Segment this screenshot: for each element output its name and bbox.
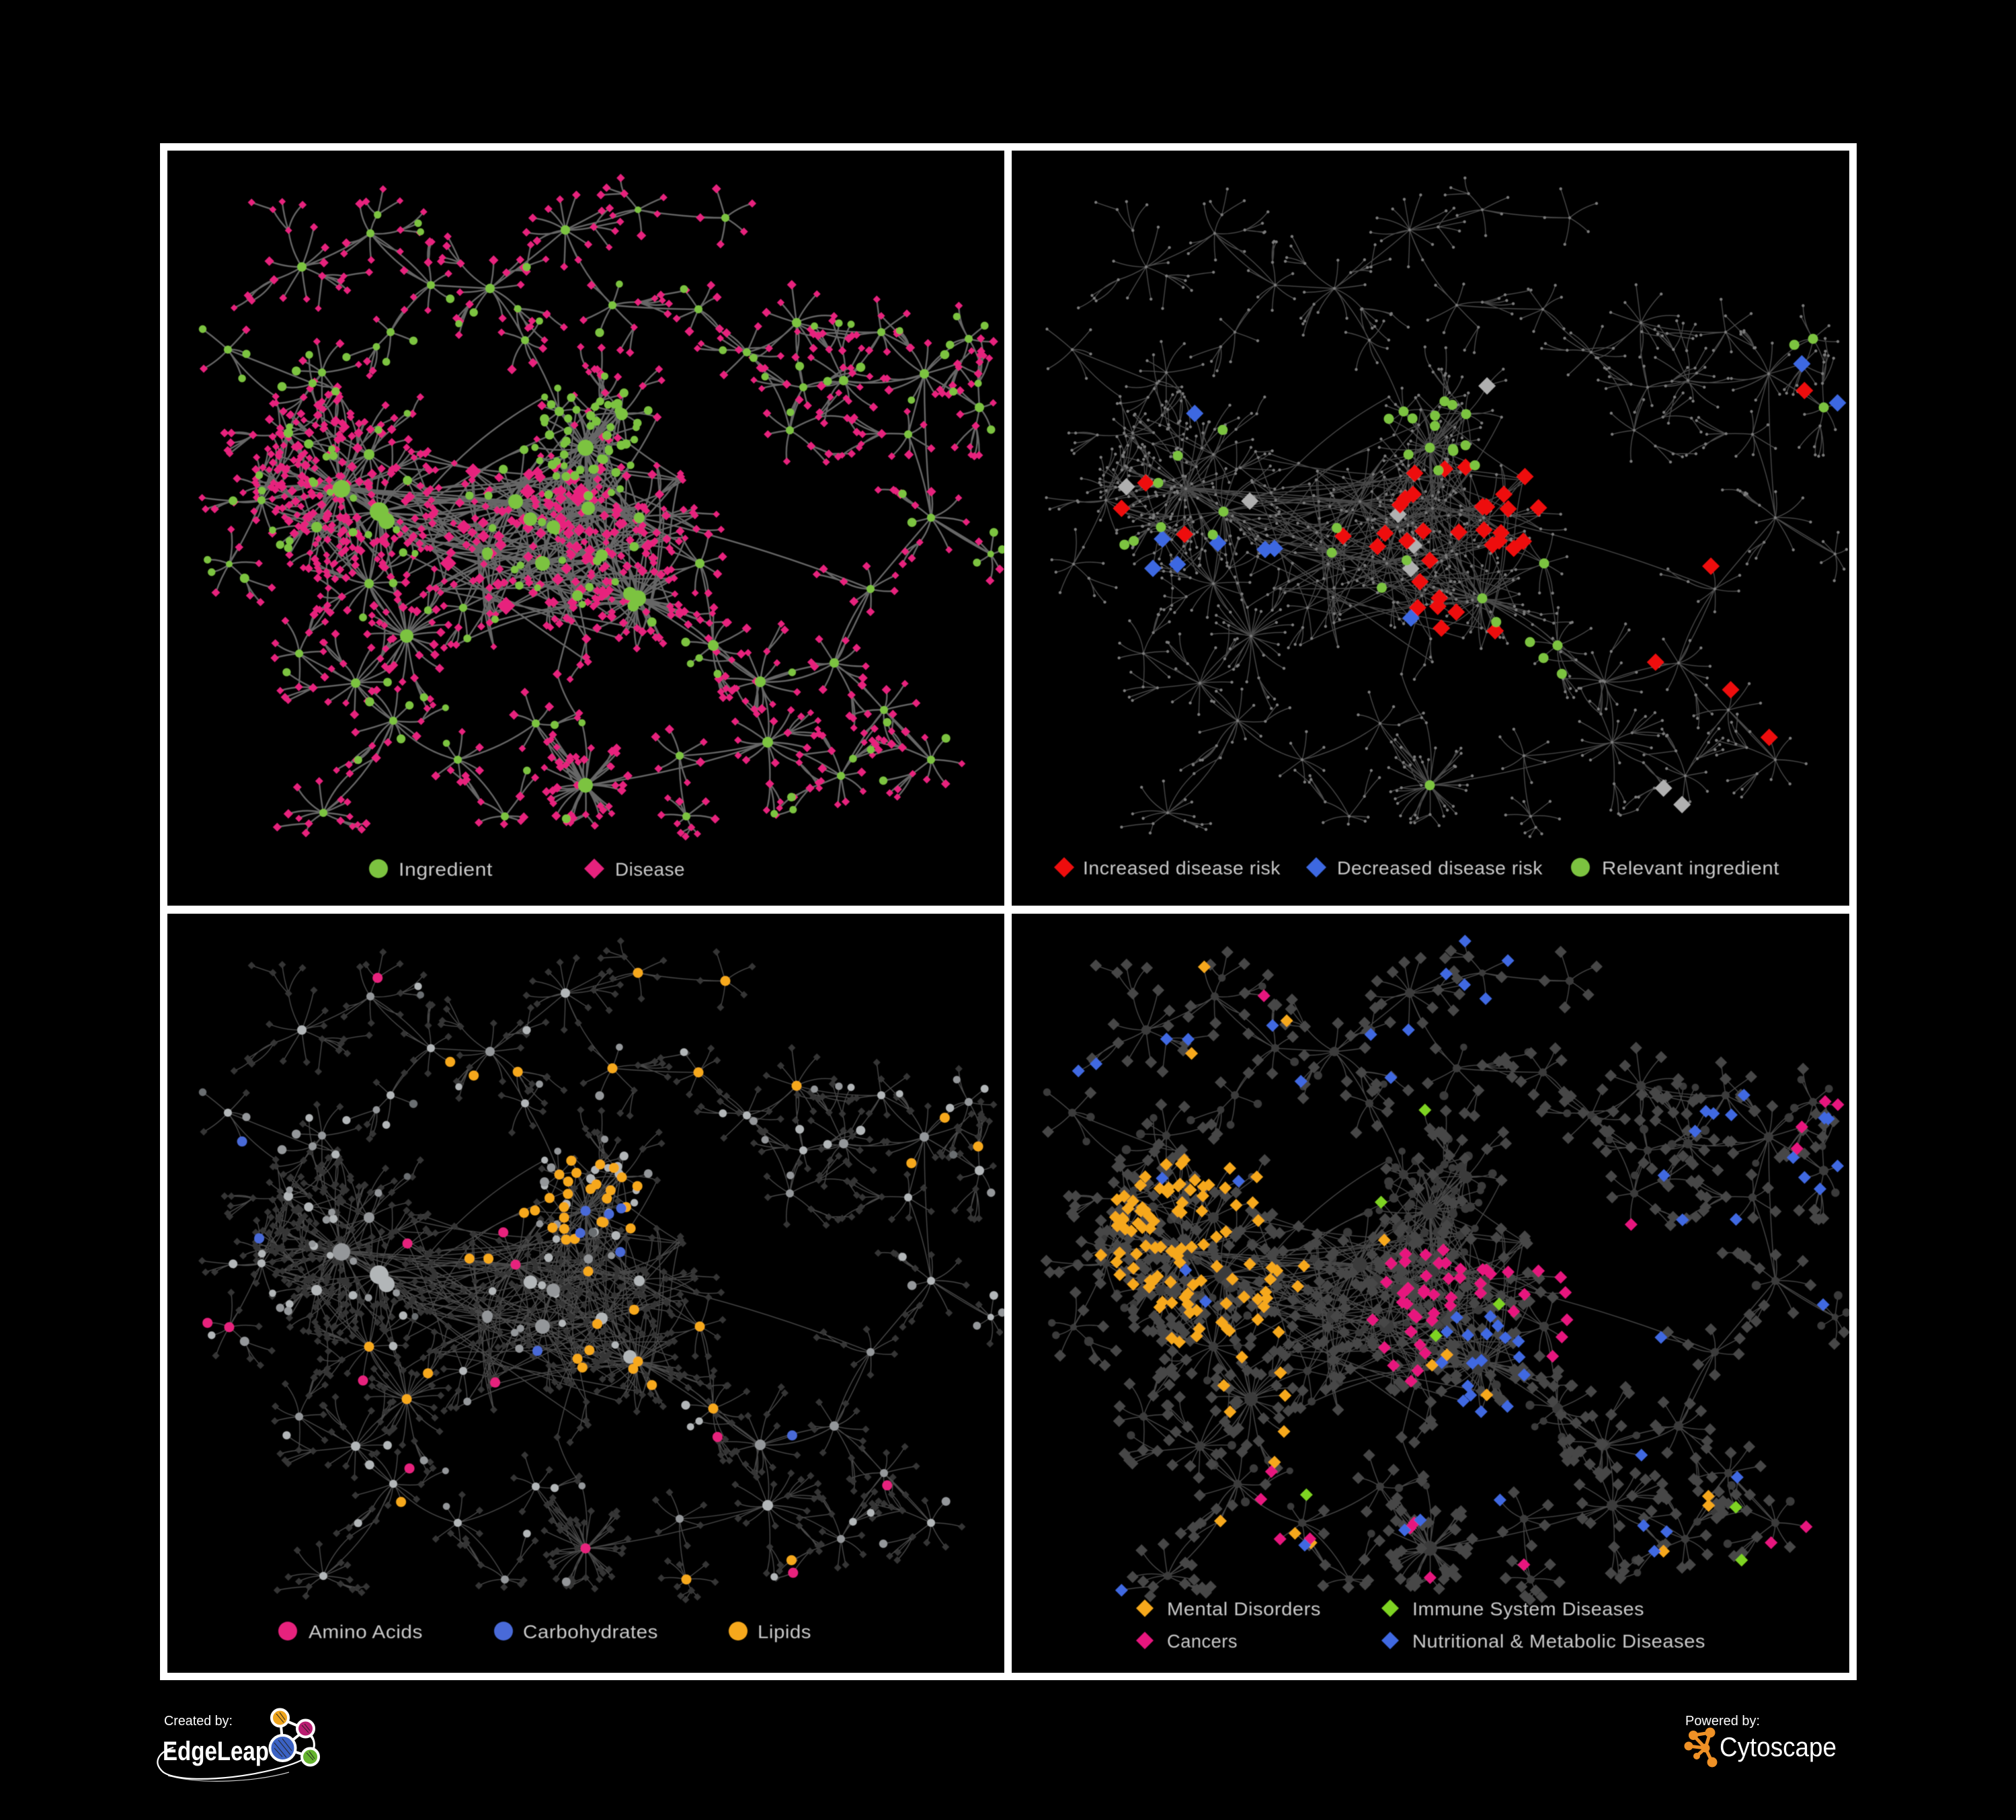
svg-text:Created by:: Created by: [164, 1714, 233, 1729]
svg-text:Amino Acids: Amino Acids [309, 1622, 423, 1643]
svg-text:Disease: Disease [615, 859, 685, 880]
svg-text:Powered by:: Powered by: [1685, 1714, 1760, 1729]
svg-text:Cancers: Cancers [1167, 1631, 1238, 1652]
svg-text:Increased disease risk: Increased disease risk [1083, 858, 1281, 879]
svg-text:Mental Disorders: Mental Disorders [1167, 1599, 1321, 1620]
svg-text:Nutritional & Metabolic Diseas: Nutritional & Metabolic Diseases [1412, 1631, 1705, 1652]
svg-text:Decreased disease risk: Decreased disease risk [1337, 858, 1543, 879]
svg-text:Carbohydrates: Carbohydrates [523, 1622, 658, 1643]
svg-text:Lipids: Lipids [758, 1622, 811, 1643]
svg-text:Immune System Diseases: Immune System Diseases [1412, 1599, 1644, 1620]
svg-text:Cytoscape: Cytoscape [1720, 1733, 1837, 1762]
svg-text:Ingredient: Ingredient [399, 859, 493, 880]
svg-text:EdgeLeap: EdgeLeap [163, 1737, 269, 1766]
svg-text:Relevant ingredient: Relevant ingredient [1602, 858, 1779, 879]
